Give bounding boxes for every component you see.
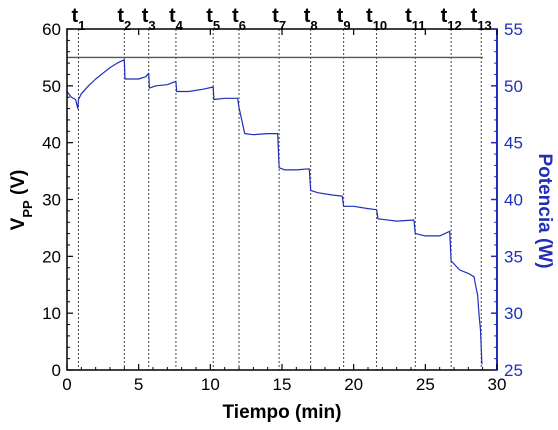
y2-tick-label: 25 (504, 361, 523, 380)
y2-tick-label: 35 (504, 247, 523, 266)
x-tick-label: 20 (344, 375, 363, 394)
power-series-line (66, 59, 483, 365)
event-marker-label: t12 (441, 5, 462, 33)
y-tick-label: 40 (42, 134, 61, 153)
event-marker-label: t6 (232, 5, 246, 33)
x-tick-label: 30 (488, 375, 507, 394)
y2-tick-label: 45 (504, 134, 523, 153)
x-axis-ticks: 0 5 10 15 20 25 30 (62, 29, 506, 394)
y-tick-label: 60 (42, 20, 61, 39)
y2-axis-ticks: 25 30 35 40 45 50 55 (491, 20, 523, 380)
y-axis-title: VPP (V) (8, 170, 35, 231)
y-tick-label: 20 (42, 247, 61, 266)
x-tick-label: 25 (416, 375, 435, 394)
x-tick-label: 10 (201, 375, 220, 394)
x-tick-label: 0 (62, 375, 71, 394)
x-tick-label: 15 (273, 375, 292, 394)
plot-frame (66, 28, 498, 371)
event-marker-label: t5 (206, 5, 220, 33)
event-marker-label: t13 (471, 5, 492, 33)
event-marker-label: t3 (142, 5, 156, 33)
y-tick-label: 30 (42, 191, 61, 210)
event-marker-label: t4 (169, 5, 184, 33)
y-tick-label: 0 (52, 361, 61, 380)
y2-axis-title: Potencia (W) (534, 153, 555, 268)
y2-tick-label: 55 (504, 20, 523, 39)
event-marker-label: t2 (117, 5, 131, 33)
y2-tick-label: 40 (504, 191, 523, 210)
event-marker-labels: t1 t2 t3 t4 t5 t6 t7 t8 t9 t10 t11 t12 t13 (72, 5, 492, 33)
y-tick-label: 50 (42, 77, 61, 96)
event-marker-label: t8 (304, 5, 318, 33)
event-marker-lines (77, 29, 482, 370)
x-axis-title: Tiempo (min) (223, 402, 342, 423)
y2-tick-label: 50 (504, 77, 523, 96)
y-tick-label: 10 (42, 304, 61, 323)
event-marker-label: t9 (337, 5, 351, 33)
event-marker-label: t1 (72, 5, 86, 33)
event-marker-label: t11 (405, 5, 425, 33)
event-marker-label: t7 (272, 5, 286, 33)
y-axis-ticks: 0 10 20 30 40 50 60 (42, 20, 73, 380)
event-marker-label: t10 (366, 5, 387, 33)
y2-tick-label: 30 (504, 304, 523, 323)
x-tick-label: 5 (134, 375, 143, 394)
